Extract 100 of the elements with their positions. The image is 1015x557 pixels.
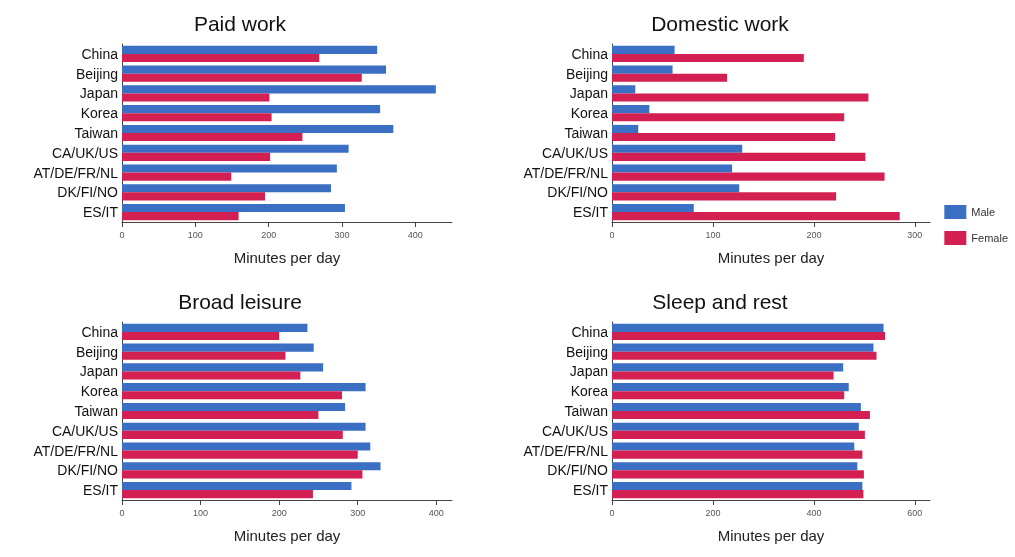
y-tick-label: Taiwan (74, 403, 118, 419)
y-tick-label: DK/FI/NO (57, 462, 119, 479)
bar (612, 53, 804, 62)
y-tick-label: DK/FI/NO (547, 462, 609, 479)
bar (122, 343, 314, 352)
chart-title: Paid work (193, 12, 287, 35)
y-tick-label: Korea (80, 383, 119, 400)
y-tick-label: Japan (569, 363, 608, 380)
bar (612, 391, 845, 400)
x-tick-label: 0 (609, 507, 615, 518)
y-tick-label: ES/IT (82, 204, 119, 221)
x-tick-label: 200 (271, 507, 287, 518)
bar (122, 371, 301, 380)
y-tick-label: Beijing (75, 343, 118, 360)
bar (122, 65, 386, 74)
bar (122, 45, 378, 54)
y-tick-label: AT/DE/FR/NL (523, 164, 609, 181)
bar (122, 113, 272, 122)
bar (612, 105, 650, 114)
bar (612, 343, 874, 352)
y-tick-label: Korea (570, 383, 609, 400)
bar (122, 462, 381, 471)
bar (122, 490, 313, 499)
x-tick-label: 0 (119, 507, 125, 518)
x-tick-label: 200 (705, 507, 721, 518)
x-axis-title: Minutes per day (233, 249, 341, 266)
x-tick-label: 100 (193, 507, 209, 518)
bar (122, 351, 286, 360)
bar (612, 383, 849, 392)
bar (612, 212, 900, 221)
x-tick-label: 400 (407, 229, 423, 240)
bar (612, 144, 743, 153)
bar (612, 411, 870, 420)
y-tick-label: China (81, 45, 119, 62)
bar (612, 172, 885, 181)
x-tick-label: 300 (350, 507, 366, 518)
bar (612, 73, 728, 82)
bar (612, 113, 845, 122)
bar (122, 124, 394, 133)
bar (612, 462, 858, 471)
bar (612, 331, 886, 340)
x-tick-label: 0 (119, 229, 125, 240)
bar (612, 65, 673, 74)
chart-title: Broad leisure (178, 290, 302, 313)
chart-title: Sleep and rest (652, 290, 788, 313)
bar (122, 331, 280, 340)
x-tick-label: 300 (334, 229, 350, 240)
y-tick-label: CA/UK/US (541, 422, 608, 439)
y-tick-label: Japan (569, 85, 608, 102)
y-tick-label: Korea (80, 105, 119, 122)
y-tick-label: CA/UK/US (51, 144, 118, 161)
bar (122, 192, 265, 201)
y-tick-label: ES/IT (82, 482, 119, 499)
bar (122, 430, 343, 439)
bar (122, 105, 381, 114)
x-tick-label: 300 (907, 229, 923, 240)
y-tick-label: Japan (79, 363, 118, 380)
bar (122, 411, 319, 420)
bar (612, 164, 733, 173)
bar (122, 470, 363, 479)
bar (612, 192, 837, 201)
bar (612, 470, 864, 479)
bar (122, 133, 303, 142)
legend-label: Female (971, 232, 1009, 244)
y-tick-label: Beijing (565, 65, 608, 82)
bar (612, 93, 869, 102)
y-tick-label: DK/FI/NO (57, 184, 119, 201)
y-tick-label: AT/DE/FR/NL (33, 442, 119, 459)
bar (122, 383, 366, 392)
bar (122, 85, 436, 94)
bar (122, 402, 346, 411)
bar (122, 422, 366, 431)
y-tick-label: Beijing (565, 343, 608, 360)
bar (122, 93, 270, 102)
bar (612, 45, 675, 54)
x-axis-title: Minutes per day (717, 527, 825, 544)
y-tick-label: Taiwan (564, 403, 608, 419)
x-tick-label: 200 (261, 229, 277, 240)
bar (612, 442, 855, 451)
bar (122, 164, 337, 173)
bar (122, 73, 362, 82)
bar (612, 402, 861, 411)
x-axis-title: Minutes per day (233, 527, 341, 544)
x-axis-title: Minutes per day (717, 249, 825, 266)
bar (122, 144, 349, 153)
bar (122, 172, 232, 181)
bar (612, 85, 636, 94)
x-tick-label: 0 (609, 229, 615, 240)
bar (612, 351, 877, 360)
y-tick-label: Taiwan (564, 125, 608, 141)
y-tick-label: AT/DE/FR/NL (523, 442, 609, 459)
bar (122, 184, 331, 193)
x-tick-label: 100 (187, 229, 203, 240)
bar (122, 323, 308, 332)
bar (612, 133, 836, 142)
bar (612, 490, 864, 499)
y-tick-label: ES/IT (572, 482, 609, 499)
y-tick-label: CA/UK/US (51, 422, 118, 439)
x-tick-label: 400 (428, 507, 444, 518)
bar (612, 204, 694, 213)
